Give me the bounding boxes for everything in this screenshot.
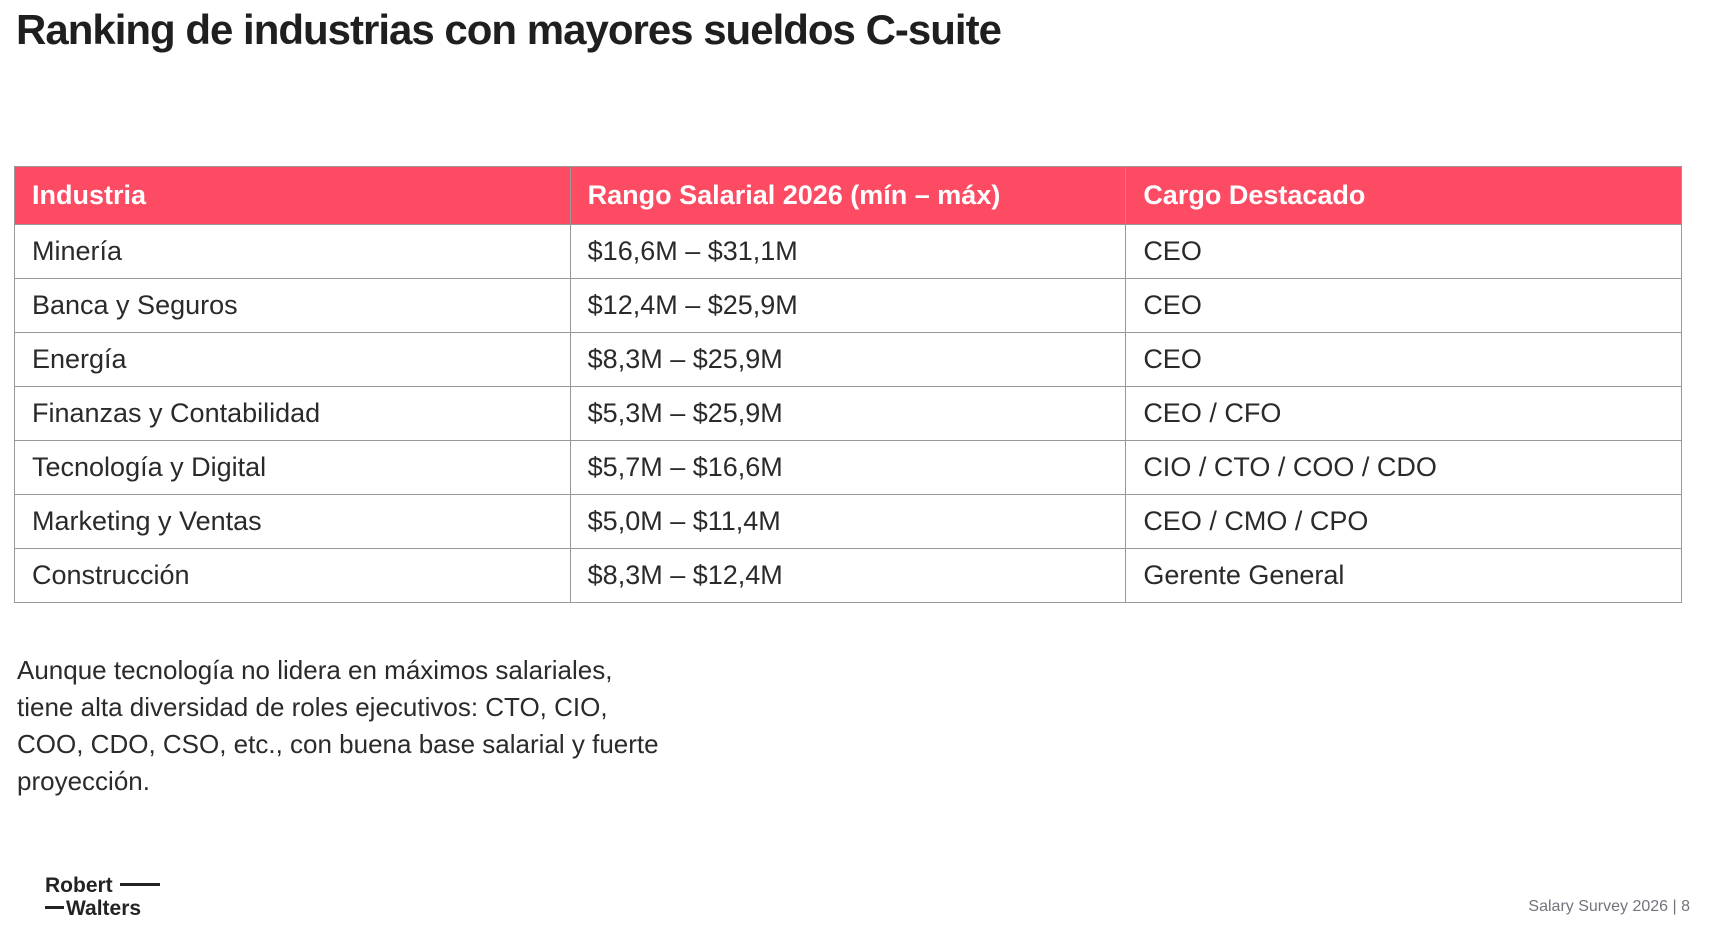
table-row: Tecnología y Digital $5,7M – $16,6M CIO …	[14, 440, 1682, 495]
cell-cargo-destacado: CEO	[1125, 278, 1682, 333]
cell-industria: Marketing y Ventas	[14, 494, 571, 549]
cell-cargo-destacado: CEO	[1125, 224, 1682, 279]
cell-industria: Tecnología y Digital	[14, 440, 571, 495]
cell-industria: Minería	[14, 224, 571, 279]
column-header-industria: Industria	[14, 166, 571, 225]
cell-cargo-destacado: CIO / CTO / COO / CDO	[1125, 440, 1682, 495]
table-row: Construcción $8,3M – $12,4M Gerente Gene…	[14, 548, 1682, 603]
cell-industria: Banca y Seguros	[14, 278, 571, 333]
footnote-line: COO, CDO, CSO, etc., con buena base sala…	[17, 729, 659, 759]
table-row: Banca y Seguros $12,4M – $25,9M CEO	[14, 278, 1682, 333]
cell-cargo-destacado: CEO / CMO / CPO	[1125, 494, 1682, 549]
footnote: Aunque tecnología no lidera en máximos s…	[17, 652, 659, 800]
logo-dash-icon	[45, 906, 64, 910]
footnote-line: Aunque tecnología no lidera en máximos s…	[17, 655, 613, 685]
table-row: Finanzas y Contabilidad $5,3M – $25,9M C…	[14, 386, 1682, 441]
logo-text-walters: Walters	[66, 897, 142, 920]
cell-rango-salarial: $5,7M – $16,6M	[569, 440, 1127, 495]
cell-rango-salarial: $8,3M – $12,4M	[569, 548, 1127, 603]
cell-rango-salarial: $16,6M – $31,1M	[569, 224, 1127, 279]
footnote-line: proyección.	[17, 766, 150, 796]
column-header-cargo-destacado: Cargo Destacado	[1125, 166, 1682, 225]
cell-cargo-destacado: CEO / CFO	[1125, 386, 1682, 441]
cell-rango-salarial: $5,0M – $11,4M	[569, 494, 1127, 549]
logo-line-2: Walters	[45, 897, 160, 920]
cell-rango-salarial: $12,4M – $25,9M	[569, 278, 1127, 333]
salary-table: Industria Rango Salarial 2026 (mín – máx…	[14, 166, 1682, 603]
logo-dash-icon	[119, 883, 160, 887]
robert-walters-logo: Robert Walters	[45, 874, 160, 920]
cell-cargo-destacado: Gerente General	[1125, 548, 1682, 603]
cell-industria: Construcción	[14, 548, 571, 603]
cell-industria: Energía	[14, 332, 571, 387]
cell-rango-salarial: $8,3M – $25,9M	[569, 332, 1127, 387]
cell-industria: Finanzas y Contabilidad	[14, 386, 571, 441]
cell-cargo-destacado: CEO	[1125, 332, 1682, 387]
page-title: Ranking de industrias con mayores sueldo…	[16, 6, 1002, 53]
footnote-line: tiene alta diversidad de roles ejecutivo…	[17, 692, 608, 722]
table-header-row: Industria Rango Salarial 2026 (mín – máx…	[14, 166, 1682, 225]
table-row: Marketing y Ventas $5,0M – $11,4M CEO / …	[14, 494, 1682, 549]
table-row: Minería $16,6M – $31,1M CEO	[14, 224, 1682, 279]
logo-text-robert: Robert	[45, 874, 113, 897]
table-row: Energía $8,3M – $25,9M CEO	[14, 332, 1682, 387]
column-header-rango-salarial: Rango Salarial 2026 (mín – máx)	[569, 166, 1127, 225]
page-number-label: Salary Survey 2026 | 8	[1528, 898, 1690, 915]
logo-line-1: Robert	[45, 874, 160, 897]
cell-rango-salarial: $5,3M – $25,9M	[569, 386, 1127, 441]
